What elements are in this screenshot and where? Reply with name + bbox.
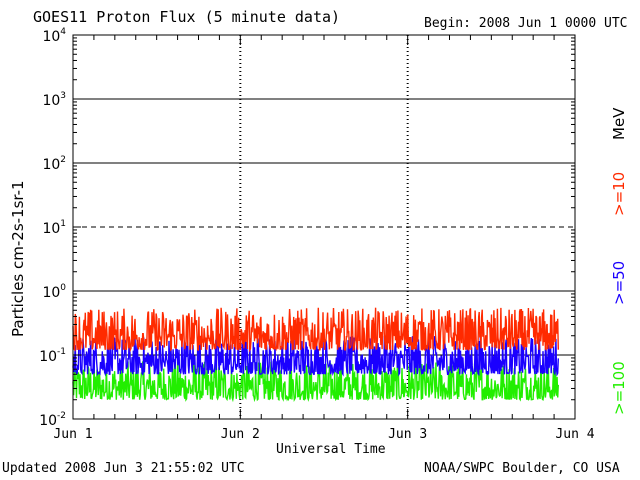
- x-axis-label: Universal Time: [276, 442, 386, 457]
- y-tick-label: 101: [42, 219, 66, 237]
- legend-ge10-text: >=10: [610, 171, 628, 216]
- y-tick-label: 100: [42, 283, 66, 301]
- y-tick-label: 10-1: [39, 347, 66, 365]
- legend-ge50: >=50: [610, 261, 628, 305]
- y-axis-label: Particles cm-2s-1sr-1: [9, 180, 27, 337]
- x-tick-label: Jun 3: [388, 427, 427, 442]
- right-unit-text: MeV: [610, 107, 628, 140]
- legend-ge100: >=100: [610, 361, 628, 415]
- legend-ge50-text: >=50: [610, 260, 628, 305]
- begin-time: Begin: 2008 Jun 1 0000 UTC: [424, 16, 628, 31]
- series-line-ge10: [72, 307, 559, 353]
- right-unit-label: MeV: [610, 108, 628, 140]
- credit-text: NOAA/SWPC Boulder, CO USA: [424, 461, 620, 476]
- y-tick-label: 10-2: [39, 411, 66, 429]
- y-axis-label-text: Particles cm-2s-1sr-1: [9, 180, 27, 337]
- chart-series: [72, 307, 559, 403]
- x-tick-label: Jun 1: [53, 427, 92, 442]
- series-line-ge50: [72, 335, 559, 377]
- x-tick-label: Jun 4: [555, 427, 594, 442]
- chart-title: GOES11 Proton Flux (5 minute data): [33, 8, 341, 26]
- x-tick-label: Jun 2: [221, 427, 260, 442]
- y-tick-label: 104: [42, 27, 66, 45]
- y-tick-label: 102: [42, 155, 66, 173]
- y-tick-label: 103: [42, 91, 66, 109]
- legend-ge10: >=10: [610, 172, 628, 216]
- updated-text: Updated 2008 Jun 3 21:55:02 UTC: [2, 461, 245, 476]
- legend-ge100-text: >=100: [610, 361, 628, 415]
